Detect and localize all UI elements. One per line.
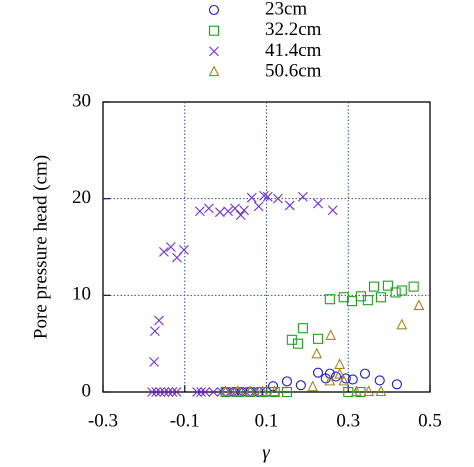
data-point <box>382 280 393 291</box>
data-point <box>223 206 233 217</box>
x-tick-label: -0.3 <box>88 410 118 431</box>
data-point <box>246 192 257 203</box>
data-point <box>257 385 268 397</box>
data-point <box>363 385 375 397</box>
data-point <box>230 203 240 214</box>
data-point <box>375 292 387 303</box>
data-point <box>362 295 373 306</box>
data-point <box>244 385 256 397</box>
y-tick-label: 20 <box>72 187 91 208</box>
data-point <box>171 387 182 397</box>
data-point <box>259 190 269 201</box>
data-point <box>273 193 283 204</box>
data-point <box>338 374 350 386</box>
legend-label: 41.4cm <box>265 40 322 61</box>
data-point <box>203 203 214 214</box>
data-point <box>324 294 335 305</box>
data-point <box>355 386 366 398</box>
data-point <box>325 329 337 340</box>
x-tick-label: 0.5 <box>418 410 442 431</box>
legend-label: 23cm <box>265 0 307 19</box>
data-point <box>324 368 335 379</box>
x-tick-label: 0.1 <box>255 410 279 431</box>
data-point <box>208 387 219 397</box>
data-point <box>179 245 189 255</box>
x-axis-label: γ <box>262 442 270 463</box>
legend-marker <box>208 4 220 16</box>
legend-marker <box>209 46 219 57</box>
data-point <box>215 207 225 218</box>
data-point <box>292 338 304 349</box>
data-point <box>338 292 349 303</box>
data-point <box>295 380 306 391</box>
data-point <box>355 291 366 302</box>
data-point <box>253 201 264 212</box>
data-point <box>359 368 371 379</box>
data-point <box>196 387 206 397</box>
data-point <box>368 281 380 292</box>
data-point <box>232 385 244 397</box>
data-point <box>347 374 358 385</box>
data-point <box>330 371 342 382</box>
data-point <box>194 206 205 217</box>
data-point <box>307 380 319 392</box>
data-point <box>149 357 159 367</box>
data-point <box>391 379 402 390</box>
data-point <box>167 387 178 397</box>
x-tick-label: 0.3 <box>336 410 360 431</box>
data-point <box>396 285 407 296</box>
data-point <box>163 387 174 397</box>
data-point <box>269 385 281 397</box>
data-point <box>334 358 346 369</box>
data-point <box>396 318 408 330</box>
data-point <box>324 374 336 386</box>
data-point <box>235 210 246 220</box>
data-point <box>343 386 354 398</box>
data-point <box>327 205 338 216</box>
data-point <box>220 385 232 397</box>
data-point <box>311 347 323 359</box>
data-point <box>262 191 273 202</box>
legend-label: 50.6cm <box>265 60 322 81</box>
data-point <box>374 375 385 386</box>
x-tick-label: -0.1 <box>170 410 200 431</box>
data-point <box>165 242 176 252</box>
data-point <box>297 323 308 334</box>
data-point <box>154 315 164 326</box>
data-point <box>313 198 323 209</box>
data-point <box>334 367 346 379</box>
y-axis-label: Pore pressure head (cm) <box>30 155 51 339</box>
y-tick-label: 10 <box>72 284 91 305</box>
data-point <box>284 200 295 211</box>
data-point <box>155 387 166 397</box>
data-point <box>390 287 401 298</box>
data-point <box>286 334 297 345</box>
data-point <box>172 252 182 263</box>
legend-label: 32.2cm <box>265 19 322 40</box>
data-point <box>297 191 308 202</box>
data-point <box>239 205 249 216</box>
data-point <box>150 326 160 336</box>
data-point <box>192 387 202 397</box>
data-point <box>147 387 157 397</box>
data-point <box>312 367 324 378</box>
data-point <box>375 385 387 397</box>
y-tick-label: 0 <box>82 380 92 401</box>
data-point <box>413 299 425 311</box>
data-point <box>408 281 419 292</box>
data-point <box>159 387 170 397</box>
data-point <box>151 387 162 397</box>
data-point <box>159 246 169 257</box>
legend-marker <box>208 25 220 36</box>
y-tick-label: 30 <box>72 90 91 111</box>
data-point <box>351 385 362 397</box>
data-point <box>281 376 292 387</box>
data-point <box>281 386 292 398</box>
data-point <box>312 333 324 344</box>
data-point <box>200 387 211 397</box>
legend-marker <box>208 65 220 77</box>
